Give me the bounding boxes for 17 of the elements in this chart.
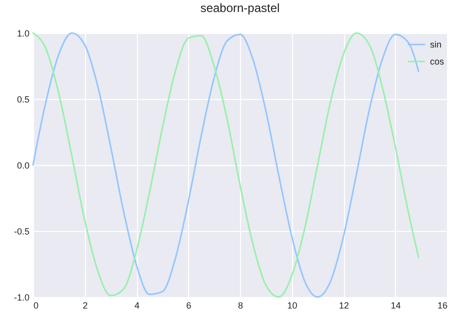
x-tick-label: 8 [238,300,244,310]
y-tick-label: -1.0 [14,292,30,302]
x-tick-label: 10 [287,300,298,310]
x-tick-label: 12 [338,300,350,310]
chart-title: seaborn-pastel [200,1,280,15]
y-tick-label: 1.0 [16,28,30,38]
x-tick-label: 4 [134,300,140,310]
x-tick-label: 14 [390,300,401,310]
x-tick-label: 6 [186,300,192,310]
legend-label: sin [430,40,442,50]
x-tick-label: 2 [82,300,88,310]
x-tick-label: 0 [34,300,39,310]
x-tick-label: 16 [437,300,448,310]
legend-label: cos [430,56,445,66]
y-tick-label: 0.0 [16,160,30,170]
y-tick-label: 0.5 [16,94,30,104]
y-tick-label: -0.5 [14,226,30,236]
